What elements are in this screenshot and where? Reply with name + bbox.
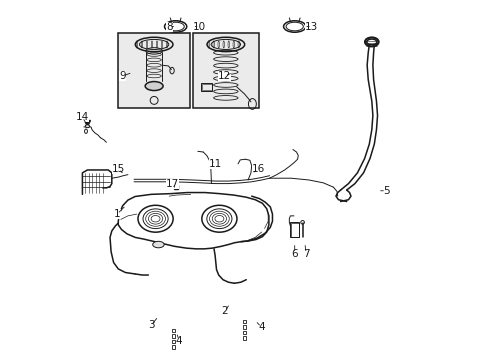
Text: 6: 6 (291, 248, 297, 258)
Text: 14: 14 (76, 112, 89, 122)
Bar (202, 84, 211, 90)
Bar (243, 325, 246, 329)
Text: 4: 4 (258, 322, 264, 332)
Bar (290, 223, 298, 237)
Text: 15: 15 (111, 164, 124, 174)
Ellipse shape (85, 125, 89, 128)
Text: 3: 3 (148, 320, 154, 330)
Text: 17: 17 (166, 179, 179, 189)
Bar (118, 33, 190, 108)
Text: 9: 9 (119, 71, 125, 81)
Bar (172, 334, 175, 338)
Text: 13: 13 (305, 22, 318, 32)
Bar (201, 83, 212, 91)
Text: 5: 5 (382, 186, 388, 196)
Text: 2: 2 (221, 306, 227, 316)
Text: 12: 12 (218, 71, 231, 81)
Text: 8: 8 (165, 22, 172, 32)
Bar (172, 339, 175, 343)
Bar (243, 336, 246, 339)
Text: 4: 4 (176, 336, 182, 346)
Bar (192, 33, 258, 108)
Text: 16: 16 (251, 164, 264, 174)
Bar (243, 320, 246, 323)
Text: 1: 1 (114, 209, 120, 219)
Ellipse shape (145, 82, 163, 90)
Bar (172, 329, 175, 332)
Text: 7: 7 (302, 248, 309, 258)
Text: 11: 11 (209, 159, 222, 169)
Bar (172, 345, 175, 348)
Text: 10: 10 (193, 22, 206, 32)
Bar (243, 330, 246, 334)
Ellipse shape (152, 241, 164, 248)
Bar (290, 222, 299, 237)
